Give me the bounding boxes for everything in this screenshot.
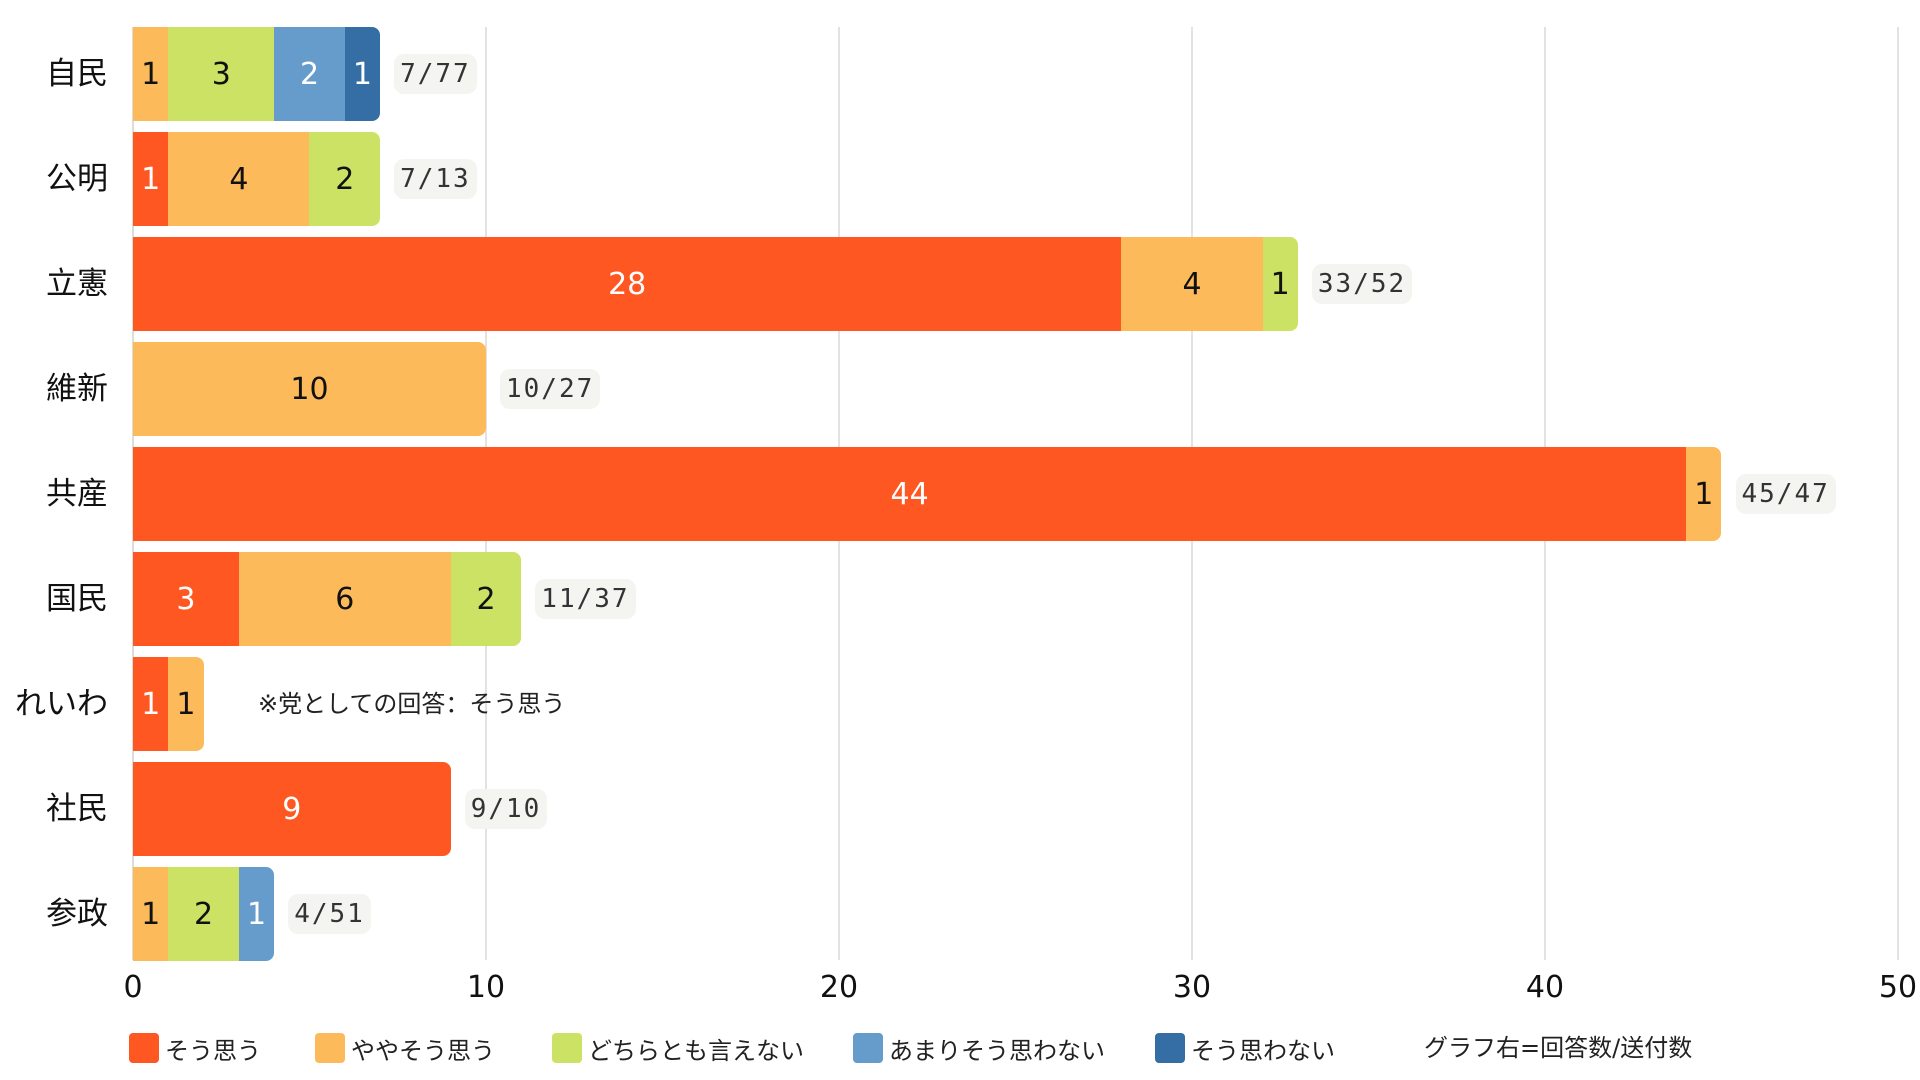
bar-segment: 4 (168, 132, 310, 226)
legend-swatch-icon (129, 1033, 159, 1063)
bar-segment: 9 (133, 762, 451, 856)
x-tick-label: 20 (819, 970, 859, 1005)
legend-swatch-icon (315, 1033, 345, 1063)
bar-segment: 1 (344, 27, 381, 121)
response-ratio-label: 9/10 (464, 789, 548, 829)
bar-segment: 1 (133, 657, 169, 751)
legend-item: そう思う (129, 1032, 261, 1065)
bar-segment: 6 (238, 552, 451, 646)
legend-label: どちらとも言えない (588, 1036, 804, 1065)
bar-segment: 1 (133, 132, 169, 226)
legend-swatch-icon (1155, 1033, 1185, 1063)
x-tick-label: 50 (1878, 970, 1918, 1005)
legend-swatch-icon (853, 1033, 883, 1063)
category-label: 立憲 (46, 266, 108, 302)
stacked-bar: 28 4 1 (133, 237, 1298, 331)
legend-item: あまりそう思わない (853, 1032, 1105, 1065)
bar-segment: 1 (1262, 237, 1298, 331)
stacked-bar: 44 1 (133, 447, 1722, 541)
x-tick-label: 10 (466, 970, 506, 1005)
bar-segment: 1 (168, 657, 204, 751)
legend-note: グラフ右=回答数/送付数 (1424, 1034, 1693, 1062)
bar-segment: 10 (133, 342, 486, 436)
bar-segment: 2 (274, 27, 345, 121)
bar-segment: 2 (309, 132, 381, 226)
gridline (1897, 27, 1899, 960)
response-ratio-label: 33/52 (1311, 264, 1413, 304)
bar-segment: 3 (133, 552, 239, 646)
category-label: れいわ (15, 686, 108, 722)
legend-label: そう思わない (1191, 1036, 1335, 1065)
response-ratio-label: 45/47 (1735, 474, 1836, 514)
legend-swatch-icon (552, 1033, 582, 1063)
bar-segment: 28 (133, 237, 1122, 331)
bar-segment: 4 (1121, 237, 1263, 331)
response-ratio-label: 7/77 (394, 54, 477, 94)
legend-label: あまりそう思わない (889, 1036, 1105, 1065)
category-label: 維新 (46, 371, 108, 407)
bar-segment: 1 (238, 867, 275, 961)
stacked-bar: 10 (133, 342, 486, 436)
legend-item: そう思わない (1155, 1032, 1335, 1065)
x-tick-label: 0 (123, 970, 143, 1005)
bar-segment: 3 (168, 27, 275, 121)
bar-segment: 1 (133, 27, 169, 121)
response-ratio-label: 4/51 (288, 894, 371, 934)
legend: そう思う ややそう思う どちらとも言えない あまりそう思わない そう思わない グラフ右=回… (0, 1032, 1920, 1065)
legend-label: そう思う (165, 1036, 261, 1065)
bar-segment: 1 (133, 867, 169, 961)
category-label: 自民 (46, 56, 108, 92)
response-ratio-label: 11/37 (535, 579, 636, 619)
category-label: 公明 (46, 161, 108, 197)
bar-segment: 44 (133, 447, 1687, 541)
response-ratio-label: 7/13 (394, 159, 477, 199)
response-ratio-label: 10/27 (500, 369, 601, 409)
x-tick-label: 30 (1172, 970, 1212, 1005)
legend-item: どちらとも言えない (552, 1032, 804, 1065)
bar-segment: 2 (168, 867, 239, 961)
stacked-bar: 9 (133, 762, 451, 856)
party-answer-note: ※党としての回答：そう思う (258, 690, 566, 718)
category-label: 社民 (46, 791, 108, 827)
bar-segment: 2 (450, 552, 522, 646)
legend-item: ややそう思う (315, 1032, 495, 1065)
category-label: 参政 (46, 896, 108, 932)
x-tick-label: 40 (1525, 970, 1565, 1005)
bar-segment: 1 (1686, 447, 1722, 541)
category-label: 国民 (46, 581, 108, 617)
category-label: 共産 (46, 476, 108, 512)
legend-label: ややそう思う (351, 1036, 495, 1065)
